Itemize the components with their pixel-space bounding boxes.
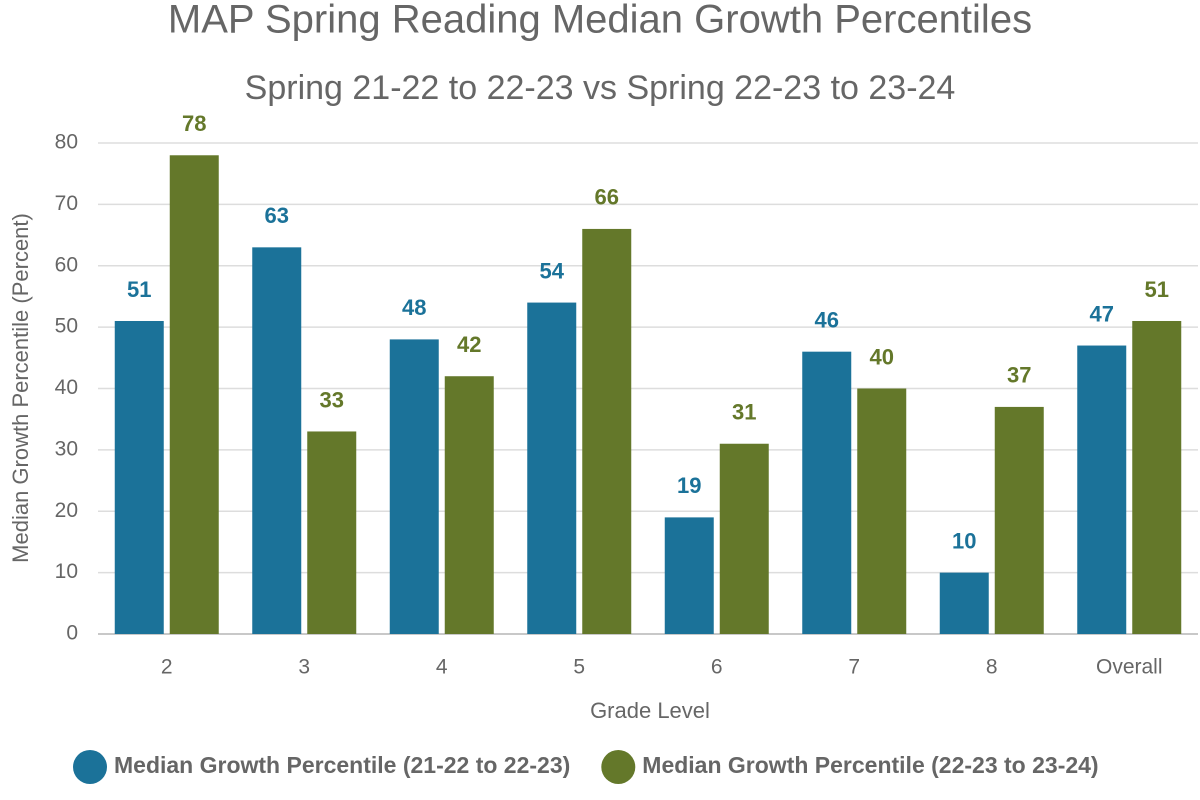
- x-tick-label: 8: [986, 656, 998, 679]
- value-label: 63: [265, 203, 289, 228]
- x-tick-label: 4: [436, 656, 448, 679]
- value-label: 33: [320, 387, 344, 412]
- y-tick-label: 10: [55, 560, 78, 583]
- y-tick-label: 0: [66, 622, 78, 645]
- value-label: 31: [732, 400, 756, 425]
- bar: [169, 155, 219, 634]
- bar: [1132, 320, 1182, 634]
- value-label: 51: [127, 277, 151, 302]
- value-label: 78: [182, 111, 206, 136]
- bar: [582, 228, 632, 635]
- bar: [444, 376, 494, 634]
- value-label: 48: [402, 295, 426, 320]
- y-tick-label: 50: [55, 315, 78, 338]
- x-tick-label: 7: [848, 656, 860, 679]
- value-label: 19: [677, 473, 701, 498]
- bar: [994, 406, 1044, 634]
- x-tick-label: Overall: [1096, 656, 1163, 679]
- bar: [114, 320, 164, 634]
- value-label: 66: [595, 185, 619, 210]
- x-tick-label: 6: [711, 656, 723, 679]
- value-label: 51: [1145, 277, 1169, 302]
- value-label: 40: [870, 344, 894, 369]
- y-tick-label: 70: [55, 192, 78, 215]
- bar: [307, 431, 357, 634]
- y-tick-label: 40: [55, 376, 78, 399]
- y-tick-label: 60: [55, 253, 78, 276]
- value-label: 46: [815, 307, 839, 332]
- value-label: 54: [540, 258, 565, 283]
- bar: [1077, 345, 1127, 634]
- x-tick-label: 3: [298, 656, 310, 679]
- bar: [857, 388, 907, 634]
- x-tick-label: 2: [161, 656, 173, 679]
- legend-marker: [601, 750, 636, 784]
- y-tick-label: 20: [55, 499, 78, 522]
- bar: [664, 517, 714, 634]
- chart-title: MAP Spring Reading Median Growth Percent…: [168, 0, 1032, 42]
- bar: [252, 247, 302, 634]
- bar: [527, 302, 577, 634]
- value-label: 47: [1090, 301, 1114, 326]
- x-axis-title: Grade Level: [590, 698, 710, 723]
- y-tick-label: 30: [55, 437, 78, 460]
- value-label: 10: [952, 528, 976, 553]
- bar: [802, 351, 852, 634]
- y-axis-title: Median Growth Percentile (Percent): [8, 213, 33, 563]
- legend-label: Median Growth Percentile (21-22 to 22-23…: [114, 752, 570, 778]
- bar: [939, 572, 989, 634]
- value-label: 37: [1007, 363, 1031, 388]
- x-tick-label: 5: [573, 656, 585, 679]
- y-tick-label: 80: [55, 131, 78, 154]
- value-label: 42: [457, 332, 481, 357]
- chart-subtitle: Spring 21-22 to 22-23 vs Spring 22-23 to…: [245, 69, 956, 107]
- legend-label: Median Growth Percentile (22-23 to 23-24…: [642, 752, 1098, 778]
- bar: [719, 443, 769, 634]
- legend-marker: [73, 750, 107, 784]
- bar: [389, 339, 439, 634]
